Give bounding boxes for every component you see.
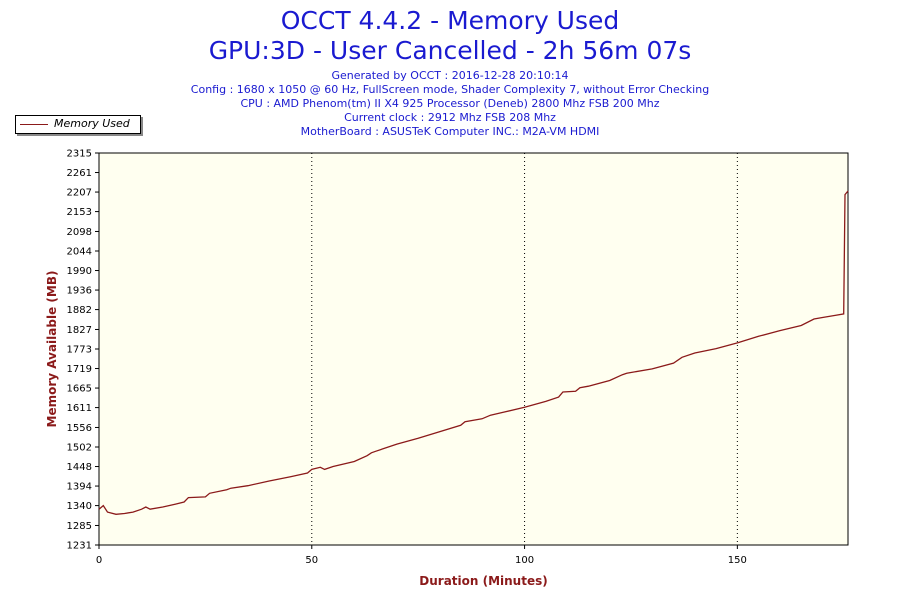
y-tick-label: 1882 bbox=[67, 305, 92, 316]
chart-title: OCCT 4.4.2 - Memory Used bbox=[280, 6, 620, 35]
y-tick-label: 1502 bbox=[67, 443, 92, 454]
y-tick-label: 1340 bbox=[67, 501, 92, 512]
info-clock: Current clock : 2912 Mhz FSB 208 Mhz bbox=[344, 111, 556, 124]
x-tick-label: 100 bbox=[515, 555, 534, 566]
y-tick-label: 1827 bbox=[67, 325, 92, 336]
y-tick-label: 1719 bbox=[67, 364, 92, 375]
x-tick-label: 0 bbox=[96, 555, 102, 566]
y-tick-label: 2153 bbox=[67, 207, 92, 218]
legend-label: Memory Used bbox=[54, 117, 130, 130]
info-config: Config : 1680 x 1050 @ 60 Hz, FullScreen… bbox=[190, 83, 710, 96]
series-line-memory-used bbox=[98, 190, 849, 515]
y-tick-label: 2044 bbox=[67, 247, 92, 258]
y-tick-label: 1936 bbox=[67, 286, 92, 297]
y-tick-label: 2261 bbox=[67, 168, 92, 179]
y-tick-label: 1556 bbox=[67, 423, 92, 434]
y-tick-label: 1231 bbox=[67, 541, 92, 552]
info-generated: Generated by OCCT : 2016-12-28 20:10:14 bbox=[331, 69, 569, 82]
y-tick-label: 1394 bbox=[67, 482, 92, 493]
info-cpu: CPU : AMD Phenom(tm) II X4 925 Processor… bbox=[240, 97, 660, 110]
y-tick-label: 2098 bbox=[67, 227, 92, 238]
x-tick-label: 50 bbox=[305, 555, 318, 566]
plot-area bbox=[98, 152, 849, 546]
y-tick-label: 2207 bbox=[67, 188, 92, 199]
chart-subtitle: GPU:3D - User Cancelled - 2h 56m 07s bbox=[208, 36, 692, 65]
x-tick-label: 150 bbox=[728, 555, 747, 566]
y-tick-label: 1990 bbox=[67, 266, 92, 277]
info-motherboard: MotherBoard : ASUSTeK Computer INC.: M2A… bbox=[300, 125, 600, 138]
y-tick-label: 2315 bbox=[67, 149, 92, 160]
x-axis-label: Duration (Minutes) bbox=[419, 574, 547, 588]
y-tick-label: 1448 bbox=[67, 462, 92, 473]
y-tick-label: 1665 bbox=[67, 384, 92, 395]
y-axis-label: Memory Available (MB) bbox=[45, 271, 59, 428]
y-tick-label: 1773 bbox=[67, 345, 92, 356]
y-tick-label: 1611 bbox=[67, 403, 92, 414]
y-tick-label: 1285 bbox=[67, 521, 92, 532]
legend: Memory Used bbox=[15, 115, 141, 134]
legend-swatch bbox=[20, 124, 48, 125]
